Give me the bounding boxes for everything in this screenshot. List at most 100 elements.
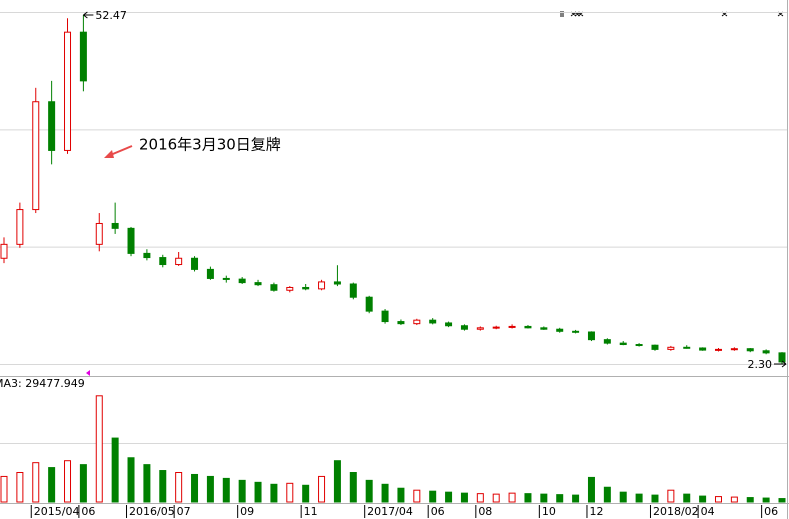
volume-bar [524, 493, 532, 503]
volume-bar [603, 486, 611, 503]
volume-bar [159, 470, 167, 503]
candle-body [540, 327, 548, 330]
x-tick-label: 06 [81, 505, 95, 518]
candle-body [651, 344, 659, 350]
candle-body [64, 31, 72, 151]
candle-body [730, 348, 738, 351]
x-tick-label: 06 [431, 505, 445, 518]
volume-bar [222, 477, 230, 503]
volume-bar [349, 472, 357, 503]
candle-body [762, 350, 770, 354]
volume-bar [254, 481, 262, 503]
x-tick-label: 06 [764, 505, 778, 518]
volume-bar [445, 491, 453, 503]
annotation-arrowhead [104, 150, 114, 158]
volume-bar [16, 472, 24, 503]
volume-bar [79, 464, 87, 503]
candle-body [191, 257, 199, 270]
volume-bar [540, 493, 548, 503]
volume-bar [587, 476, 595, 503]
volume-bar [460, 492, 468, 503]
volume-bar [111, 437, 119, 503]
volume-bar [333, 460, 341, 503]
candle-body [270, 284, 278, 291]
cursor-marker [86, 370, 90, 376]
volume-bar [95, 395, 103, 503]
candle-body [365, 296, 373, 312]
candle-body [79, 31, 87, 82]
candle-body [635, 344, 643, 347]
candle-body [381, 310, 389, 323]
candle-body [111, 222, 119, 229]
volume-bar [762, 497, 770, 503]
candle-body [556, 328, 564, 332]
volume-bar [206, 475, 214, 503]
candle-body [16, 209, 24, 245]
candle-body [460, 325, 468, 330]
volume-bar [48, 467, 56, 503]
candle-body [175, 257, 183, 266]
volume-label: MA3: 29477.949 [0, 377, 85, 390]
volume-bar [492, 493, 500, 503]
candle-body [413, 319, 421, 325]
candle-body [603, 339, 611, 344]
candle-body [333, 281, 341, 285]
candle-body [143, 252, 151, 259]
volume-bar [508, 492, 516, 503]
volume-bar [746, 497, 754, 503]
candle-body [572, 330, 580, 333]
volume-bar [730, 496, 738, 503]
x-tick-label: 2016/05 [129, 505, 175, 518]
candle-body [587, 331, 595, 341]
max-label: 52.47 [95, 9, 127, 22]
volume-bar [365, 479, 373, 503]
candle-body [683, 346, 691, 349]
candle-body [778, 352, 786, 363]
volume-bar [318, 475, 326, 503]
x-tick-label: 10 [542, 505, 556, 518]
candle-body [254, 282, 262, 286]
annotation: 2016年3月30日复牌 [139, 136, 281, 154]
candle-body [286, 286, 294, 291]
min-label: 2.30 [748, 358, 773, 371]
candle-body [524, 325, 532, 329]
volume-bar [556, 494, 564, 503]
volume-bar [683, 493, 691, 503]
volume-bar [127, 457, 135, 503]
volume-bar [143, 464, 151, 503]
candle-body [429, 319, 437, 324]
candle-body [222, 277, 230, 280]
volume-bar [0, 475, 8, 503]
candle-body [746, 348, 754, 352]
candle-body [127, 227, 135, 254]
event-markers [560, 11, 784, 17]
candle-body [714, 348, 722, 351]
candle-body [445, 322, 453, 327]
candle-body [699, 347, 707, 351]
candle-body [492, 326, 500, 329]
x-tick-label: 07 [177, 505, 191, 518]
volume-bar [667, 489, 675, 503]
candle-body [302, 286, 310, 290]
volume-bar [64, 460, 72, 503]
max-arrow [83, 11, 94, 19]
candle-body [508, 325, 516, 328]
volume-bar [429, 490, 437, 503]
volume-bar [238, 479, 246, 503]
markers [560, 11, 784, 17]
volume-bar [619, 491, 627, 503]
x-tick-label: 2017/04 [367, 505, 413, 518]
volume-bar [286, 482, 294, 503]
x-tick-label: 11 [304, 505, 318, 518]
volume-bar [32, 462, 40, 503]
candle-body [318, 281, 326, 290]
candle-body [349, 283, 357, 298]
candle-body [48, 101, 56, 151]
x-tick-label: 2018/02 [653, 505, 699, 518]
x-tick-label: 12 [589, 505, 603, 518]
volume-bar [381, 483, 389, 503]
x-tick-label: 2015/04 [34, 505, 80, 518]
